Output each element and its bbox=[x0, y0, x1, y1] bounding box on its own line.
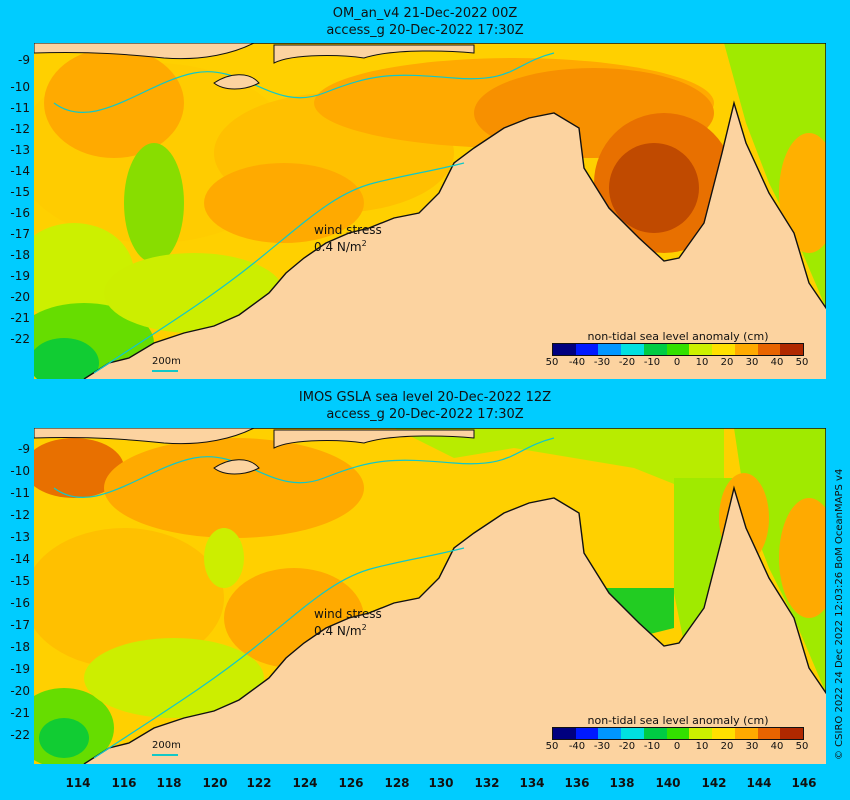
lon-label: 128 bbox=[384, 776, 410, 790]
top-wind-label: wind stress 0.4 N/m2 bbox=[314, 223, 382, 254]
bottom-coastline bbox=[34, 428, 826, 764]
top-200m-label: 200m bbox=[152, 356, 181, 367]
bottom-legend-title: non-tidal sea level anomaly (cm) bbox=[587, 714, 769, 727]
top-map-panel[interactable] bbox=[34, 43, 826, 379]
lon-label: 132 bbox=[474, 776, 500, 790]
top-island bbox=[213, 74, 260, 90]
top-panel-subtitle: access_g 20-Dec-2022 17:30Z bbox=[326, 23, 524, 38]
top-colorbar bbox=[552, 343, 804, 356]
lon-label: 142 bbox=[701, 776, 727, 790]
top-map-svg bbox=[34, 43, 826, 379]
bottom-lat-label: -19 bbox=[10, 662, 30, 676]
top-lat-label: -17 bbox=[10, 227, 30, 241]
bottom-lat-label: -14 bbox=[10, 552, 30, 566]
lon-label: 144 bbox=[746, 776, 772, 790]
bottom-lat-label: -22 bbox=[10, 728, 30, 742]
bottom-panel-title: IMOS GSLA sea level 20-Dec-2022 12Z bbox=[298, 390, 552, 405]
top-coastline bbox=[34, 43, 826, 379]
bottom-lat-label: -20 bbox=[10, 684, 30, 698]
bottom-map-panel[interactable] bbox=[34, 428, 826, 764]
bottom-lat-label: -11 bbox=[10, 486, 30, 500]
bottom-lat-label: -21 bbox=[10, 706, 30, 720]
bottom-colorbar bbox=[552, 727, 804, 740]
bottom-lat-label: -12 bbox=[10, 508, 30, 522]
bottom-200m-legend-line bbox=[152, 754, 178, 756]
top-timor-island bbox=[34, 43, 255, 60]
lon-label: 126 bbox=[338, 776, 364, 790]
bottom-lat-label: -17 bbox=[10, 618, 30, 632]
bottom-timor-island bbox=[34, 428, 255, 445]
top-colorbar-legend: non-tidal sea level anomaly (cm) 50 -40 … bbox=[545, 330, 809, 370]
lon-label: 146 bbox=[791, 776, 817, 790]
top-lat-label: -10 bbox=[10, 80, 30, 94]
top-lat-label: -14 bbox=[10, 164, 30, 178]
bottom-panel-subtitle: access_g 20-Dec-2022 17:30Z bbox=[326, 407, 524, 422]
lon-label: 118 bbox=[156, 776, 182, 790]
top-lat-label: -15 bbox=[10, 185, 30, 199]
lon-label: 130 bbox=[428, 776, 454, 790]
bottom-lat-label: -10 bbox=[10, 464, 30, 478]
top-lat-label: -21 bbox=[10, 311, 30, 325]
top-lat-label: -19 bbox=[10, 269, 30, 283]
top-lat-label: -11 bbox=[10, 101, 30, 115]
bottom-wind-label: wind stress 0.4 N/m2 bbox=[314, 607, 382, 638]
bottom-lat-label: -18 bbox=[10, 640, 30, 654]
lon-label: 124 bbox=[292, 776, 318, 790]
bottom-200m-label: 200m bbox=[152, 740, 181, 751]
bottom-legend-ticks: 50 -40 -30 -20 -10 0 10 20 30 40 50 bbox=[545, 741, 809, 752]
top-lat-label: -9 bbox=[18, 53, 30, 67]
bottom-colorbar-legend: non-tidal sea level anomaly (cm) 50 -40 … bbox=[545, 714, 809, 754]
lon-label: 120 bbox=[202, 776, 228, 790]
bottom-lat-label: -13 bbox=[10, 530, 30, 544]
top-lat-label: -12 bbox=[10, 122, 30, 136]
top-lat-label: -18 bbox=[10, 248, 30, 262]
top-lat-label: -13 bbox=[10, 143, 30, 157]
credit-text: © CSIRO 2022 24 Dec 2022 12:03:26 BoM Oc… bbox=[834, 468, 845, 760]
lon-label: 136 bbox=[564, 776, 590, 790]
bottom-island bbox=[213, 459, 260, 475]
bottom-200m-contour bbox=[53, 437, 555, 499]
top-200m-contour bbox=[53, 52, 555, 114]
top-lat-label: -20 bbox=[10, 290, 30, 304]
lon-label: 122 bbox=[246, 776, 272, 790]
top-legend-ticks: 50 -40 -30 -20 -10 0 10 20 30 40 50 bbox=[545, 357, 809, 368]
lon-label: 138 bbox=[609, 776, 635, 790]
lon-label: 114 bbox=[65, 776, 91, 790]
bottom-map-svg bbox=[34, 428, 826, 764]
top-panel-title: OM_an_v4 21-Dec-2022 00Z bbox=[332, 6, 518, 21]
lon-label: 116 bbox=[111, 776, 137, 790]
top-lat-label: -22 bbox=[10, 332, 30, 346]
lon-label: 140 bbox=[655, 776, 681, 790]
top-legend-title: non-tidal sea level anomaly (cm) bbox=[587, 330, 769, 343]
bottom-lat-label: -9 bbox=[18, 442, 30, 456]
top-200m-legend-line bbox=[152, 370, 178, 372]
top-lat-label: -16 bbox=[10, 206, 30, 220]
lon-label: 134 bbox=[519, 776, 545, 790]
bottom-lat-label: -15 bbox=[10, 574, 30, 588]
bottom-lat-label: -16 bbox=[10, 596, 30, 610]
